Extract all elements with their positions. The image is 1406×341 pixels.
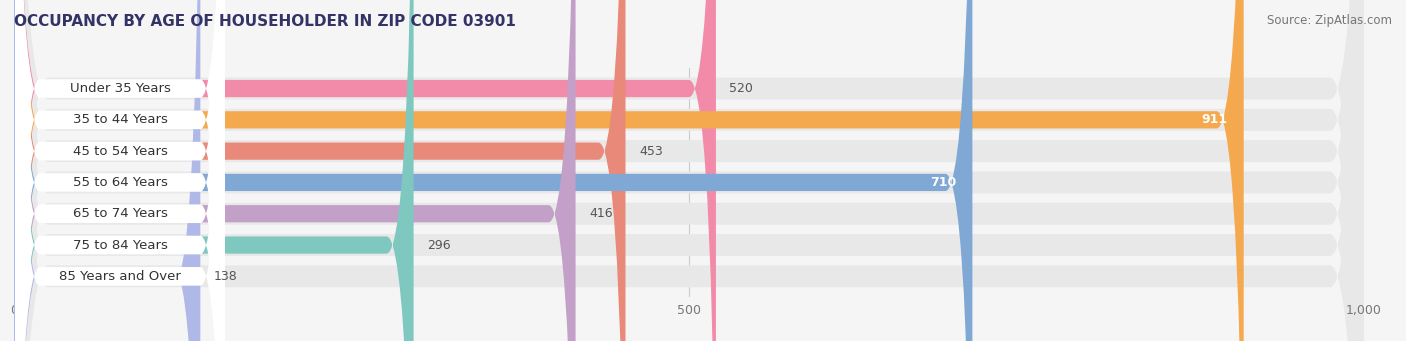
FancyBboxPatch shape xyxy=(14,0,716,341)
FancyBboxPatch shape xyxy=(14,0,1364,341)
Text: 35 to 44 Years: 35 to 44 Years xyxy=(73,113,167,126)
FancyBboxPatch shape xyxy=(15,0,225,341)
FancyBboxPatch shape xyxy=(14,0,413,341)
Text: 138: 138 xyxy=(214,270,238,283)
Text: 911: 911 xyxy=(1201,113,1227,126)
FancyBboxPatch shape xyxy=(14,0,1364,341)
FancyBboxPatch shape xyxy=(14,0,200,341)
FancyBboxPatch shape xyxy=(15,0,225,341)
FancyBboxPatch shape xyxy=(14,0,1364,341)
Text: 45 to 54 Years: 45 to 54 Years xyxy=(73,145,167,158)
Text: 416: 416 xyxy=(589,207,613,220)
Text: 55 to 64 Years: 55 to 64 Years xyxy=(73,176,167,189)
Text: OCCUPANCY BY AGE OF HOUSEHOLDER IN ZIP CODE 03901: OCCUPANCY BY AGE OF HOUSEHOLDER IN ZIP C… xyxy=(14,14,516,29)
Text: 65 to 74 Years: 65 to 74 Years xyxy=(73,207,167,220)
Text: Source: ZipAtlas.com: Source: ZipAtlas.com xyxy=(1267,14,1392,27)
Text: 453: 453 xyxy=(638,145,662,158)
Text: 710: 710 xyxy=(929,176,956,189)
FancyBboxPatch shape xyxy=(14,0,575,341)
FancyBboxPatch shape xyxy=(14,0,1364,341)
Text: Under 35 Years: Under 35 Years xyxy=(69,82,170,95)
FancyBboxPatch shape xyxy=(14,0,1364,341)
FancyBboxPatch shape xyxy=(15,0,225,341)
FancyBboxPatch shape xyxy=(14,0,1364,341)
FancyBboxPatch shape xyxy=(15,0,225,341)
FancyBboxPatch shape xyxy=(14,0,1244,341)
FancyBboxPatch shape xyxy=(14,0,626,341)
Text: 296: 296 xyxy=(427,239,451,252)
FancyBboxPatch shape xyxy=(15,0,225,341)
Text: 75 to 84 Years: 75 to 84 Years xyxy=(73,239,167,252)
FancyBboxPatch shape xyxy=(14,0,1364,341)
FancyBboxPatch shape xyxy=(15,0,225,341)
Text: 85 Years and Over: 85 Years and Over xyxy=(59,270,181,283)
Text: 520: 520 xyxy=(730,82,754,95)
FancyBboxPatch shape xyxy=(14,0,973,341)
FancyBboxPatch shape xyxy=(15,0,225,341)
